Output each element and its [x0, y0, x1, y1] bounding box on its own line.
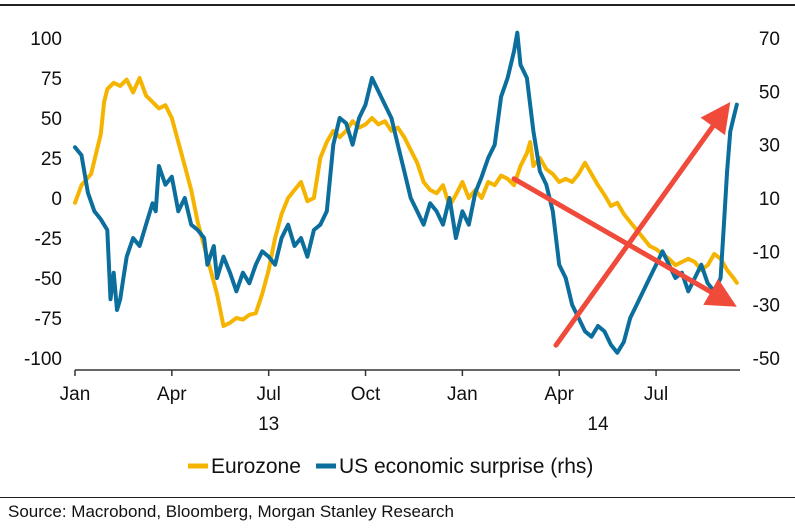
y-left-tick-label: -75: [35, 309, 62, 330]
y-left-tick-label: -50: [35, 269, 62, 290]
y-left-tick-label: 75: [41, 69, 62, 90]
y-left-tick-label: 25: [41, 149, 62, 170]
y-right-tick-label: -30: [753, 296, 780, 317]
line-chart: 100 75 50 25 0 -25 -50 -75 -100 70 50 30 10 -10 -30 -5…: [24, 29, 780, 478]
x-tick-label: Jan: [60, 384, 91, 405]
y-right-tick-label: 70: [759, 29, 780, 50]
trend-arrow-shaft: [511, 176, 714, 295]
source-note: Source: Macrobond, Bloomberg, Morgan Sta…: [8, 502, 455, 521]
x-year-label: 14: [587, 414, 609, 435]
y-right-tick-label: 10: [759, 189, 780, 210]
y-right-tick-label: -50: [753, 349, 780, 370]
top-rule: [0, 4, 795, 6]
y-left-tick-label: 50: [41, 109, 62, 130]
x-tick-label: Jul: [644, 384, 668, 405]
x-axis-ticks: Jan Apr Jul Oct Jan Apr Jul 13 14: [60, 370, 668, 435]
x-tick-label: Apr: [157, 384, 187, 405]
x-tick-label: Jul: [257, 384, 281, 405]
series-line-us-surprise: [73, 30, 739, 355]
x-tick-label: Apr: [544, 384, 574, 405]
y-left-tick-label: 0: [51, 189, 62, 210]
series-group: [73, 30, 739, 355]
trend-arrow-shaft: [553, 123, 716, 348]
y-right-tick-label: 50: [759, 82, 780, 103]
legend-label-eurozone: Eurozone: [211, 455, 301, 478]
x-tick-label: Oct: [351, 384, 381, 405]
y-left-tick-label: -25: [35, 229, 62, 250]
x-year-label: 13: [258, 414, 279, 435]
y-left-tick-label: 100: [30, 29, 62, 50]
y-right-tick-label: -10: [753, 242, 780, 263]
trend-arrow-head: [703, 278, 737, 307]
trend-arrow: [553, 102, 731, 348]
bottom-rule: [0, 497, 795, 498]
series-line-eurozone: [73, 76, 739, 328]
annotation-group: [511, 102, 737, 348]
y-left-tick-label: -100: [24, 349, 62, 370]
trend-arrow: [511, 176, 737, 307]
right-axis-ticks: 70 50 30 10 -10 -30 -50: [753, 29, 780, 370]
x-tick-label: Jan: [447, 384, 478, 405]
left-axis-ticks: 100 75 50 25 0 -25 -50 -75 -100: [24, 29, 62, 370]
legend: Eurozone US economic surprise (rhs): [188, 455, 593, 478]
y-right-tick-label: 30: [759, 136, 780, 157]
legend-label-us: US economic surprise (rhs): [339, 455, 593, 478]
trend-arrow-head: [700, 102, 731, 136]
